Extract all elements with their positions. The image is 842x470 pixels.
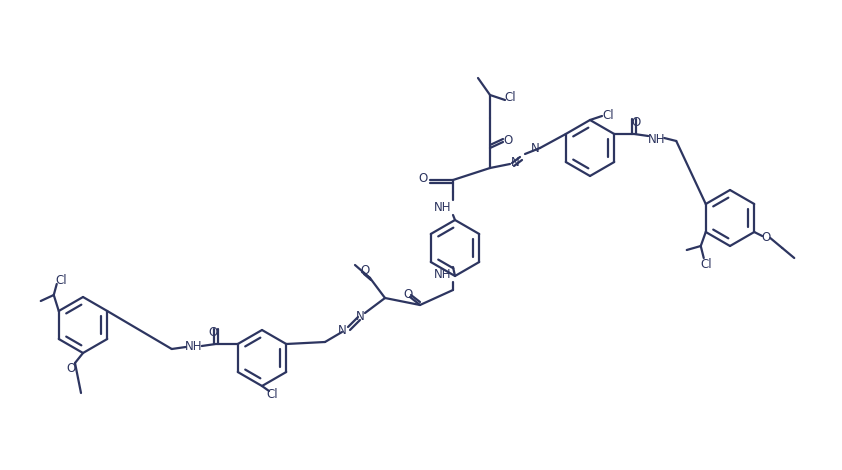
- Text: O: O: [360, 264, 370, 276]
- Text: Cl: Cl: [266, 387, 278, 400]
- Text: NH: NH: [185, 340, 203, 353]
- Text: NH: NH: [434, 201, 452, 213]
- Text: O: O: [208, 326, 217, 338]
- Text: N: N: [510, 156, 520, 169]
- Text: NH: NH: [647, 133, 665, 146]
- Text: O: O: [403, 289, 413, 301]
- Text: O: O: [504, 133, 513, 147]
- Text: Cl: Cl: [504, 91, 516, 103]
- Text: N: N: [530, 141, 540, 155]
- Text: O: O: [632, 116, 641, 128]
- Text: Cl: Cl: [602, 109, 614, 122]
- Text: NH: NH: [434, 268, 452, 282]
- Text: O: O: [762, 230, 771, 243]
- Text: O: O: [418, 172, 428, 185]
- Text: N: N: [355, 310, 365, 322]
- Text: O: O: [67, 361, 76, 375]
- Text: Cl: Cl: [55, 274, 67, 288]
- Text: N: N: [338, 323, 346, 337]
- Text: Cl: Cl: [700, 258, 711, 271]
